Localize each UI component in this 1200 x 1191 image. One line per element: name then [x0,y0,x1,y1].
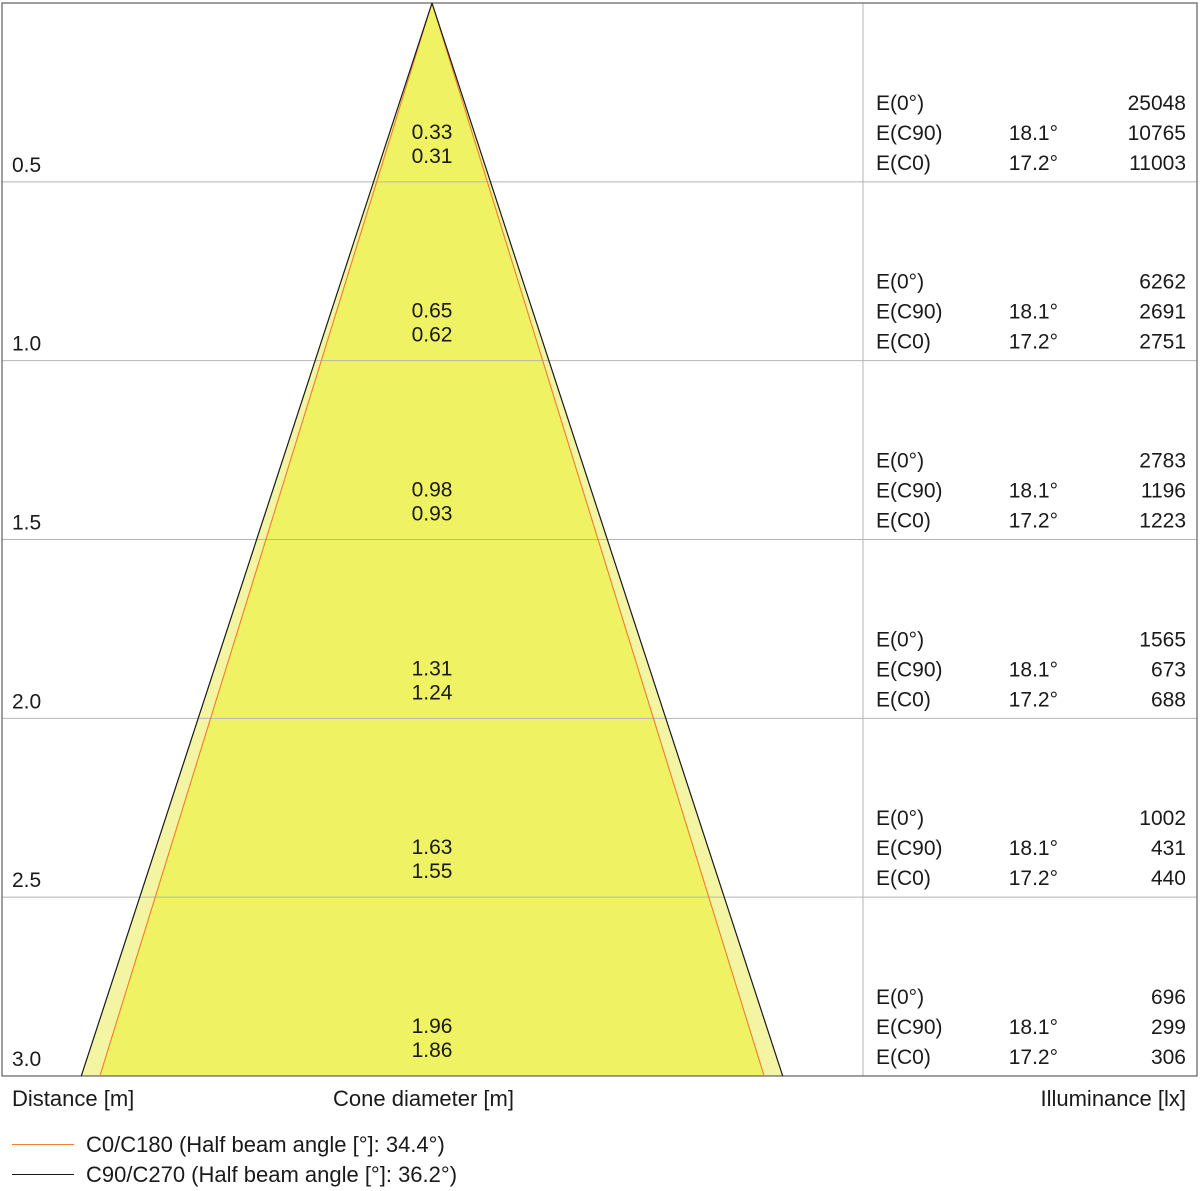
e0-label: E(0°) [876,986,924,1009]
ec0-value: 1223 [1139,509,1186,532]
e0-label: E(0°) [876,807,924,830]
ec90-label: E(C90) [876,658,943,681]
ec90-label: E(C90) [876,479,943,502]
ec90-value: 431 [1151,837,1186,860]
ec0-label: E(C0) [876,509,931,532]
c90-right-line [431,2,784,1077]
distance-tick-label: 0.5 [12,154,41,177]
ec90-value: 1196 [1141,479,1186,502]
distance-tick-label: 3.0 [12,1048,41,1071]
ec0-label: E(C0) [876,331,931,354]
distance-tick-label: 2.0 [12,690,41,713]
c0-right-line [431,2,765,1077]
cone-diameter-c0: 1.55 [412,860,453,883]
cone-diameter-c0: 1.86 [412,1039,453,1062]
ec90-label: E(C90) [876,1016,943,1039]
ec0-angle: 17.2° [1009,509,1058,532]
ec0-value: 440 [1151,867,1186,890]
ec0-label: E(C0) [876,867,931,890]
ec0-angle: 17.2° [1009,688,1058,711]
ec0-angle: 17.2° [1009,152,1058,175]
ec90-label: E(C90) [876,122,943,145]
legend-swatch-c0 [12,1144,74,1145]
e0-value: 1565 [1139,628,1186,651]
cone-diameter-c0: 0.93 [412,502,453,525]
distance-tick-label: 1.5 [12,511,41,534]
e0-label: E(0°) [876,92,924,115]
e0-value: 6262 [1139,271,1186,294]
chart-frame [1,2,1198,1077]
ec90-angle: 18.1° [1009,301,1058,324]
ec90-label: E(C90) [876,301,943,324]
ec90-angle: 18.1° [1009,122,1058,145]
e0-value: 1002 [1139,807,1186,830]
legend-label-c90: C90/C270 (Half beam angle [°]: 36.2°) [86,1162,458,1187]
ec90-value: 2691 [1139,301,1186,324]
e0-label: E(0°) [876,449,924,472]
cone-diameter-c90: 0.65 [412,300,453,323]
ec0-angle: 17.2° [1009,1046,1058,1069]
cone-diameter-c90: 1.63 [412,836,453,859]
ec90-angle: 18.1° [1009,479,1058,502]
c0-left-line [99,2,433,1077]
ec0-angle: 17.2° [1009,867,1058,890]
ec90-value: 299 [1151,1016,1186,1039]
ec0-value: 306 [1151,1046,1186,1069]
ec0-value: 2751 [1139,331,1186,354]
e0-label: E(0°) [876,628,924,651]
c90-left-line [80,2,433,1077]
ec90-value: 673 [1151,658,1186,681]
ec0-label: E(C0) [876,1046,931,1069]
ec0-label: E(C0) [876,152,931,175]
ec90-angle: 18.1° [1009,1016,1058,1039]
e0-value: 25048 [1128,92,1186,115]
cone-diameter-c90: 1.31 [412,657,453,680]
ec90-angle: 18.1° [1009,658,1058,681]
cone-diameter-c0: 0.62 [412,324,453,347]
ec90-label: E(C90) [876,837,943,860]
legend-label-c0: C0/C180 (Half beam angle [°]: 34.4°) [86,1132,445,1157]
cone-diameter-c90: 1.96 [412,1015,453,1038]
cone-diameter-c0: 0.31 [412,145,453,168]
cone-diameter-axis-title: Cone diameter [m] [333,1086,514,1111]
cone-diameter-c0: 1.24 [412,681,453,704]
cone-diagram-chart: 0.5 0.330.31 E(0°) 25048 E(C90) 18.1° 10765 E(C… [1,2,1198,1077]
e0-value: 2783 [1139,449,1186,472]
distance-tick-label: 2.5 [12,869,41,892]
ec0-value: 688 [1151,688,1186,711]
ec90-value: 10765 [1128,122,1186,145]
ec90-angle: 18.1° [1009,837,1058,860]
distance-axis-title: Distance [m] [12,1086,135,1111]
ec0-label: E(C0) [876,688,931,711]
ec0-value: 11003 [1129,152,1186,175]
cone-diameter-c90: 0.33 [412,121,453,144]
cone-diameter-c90: 0.98 [412,478,453,501]
distance-tick-label: 1.0 [12,333,41,356]
illuminance-axis-title: Illuminance [lx] [1040,1086,1186,1111]
ec0-angle: 17.2° [1009,331,1058,354]
legend-swatch-c90 [12,1174,74,1175]
e0-value: 696 [1151,986,1186,1009]
e0-label: E(0°) [876,271,924,294]
